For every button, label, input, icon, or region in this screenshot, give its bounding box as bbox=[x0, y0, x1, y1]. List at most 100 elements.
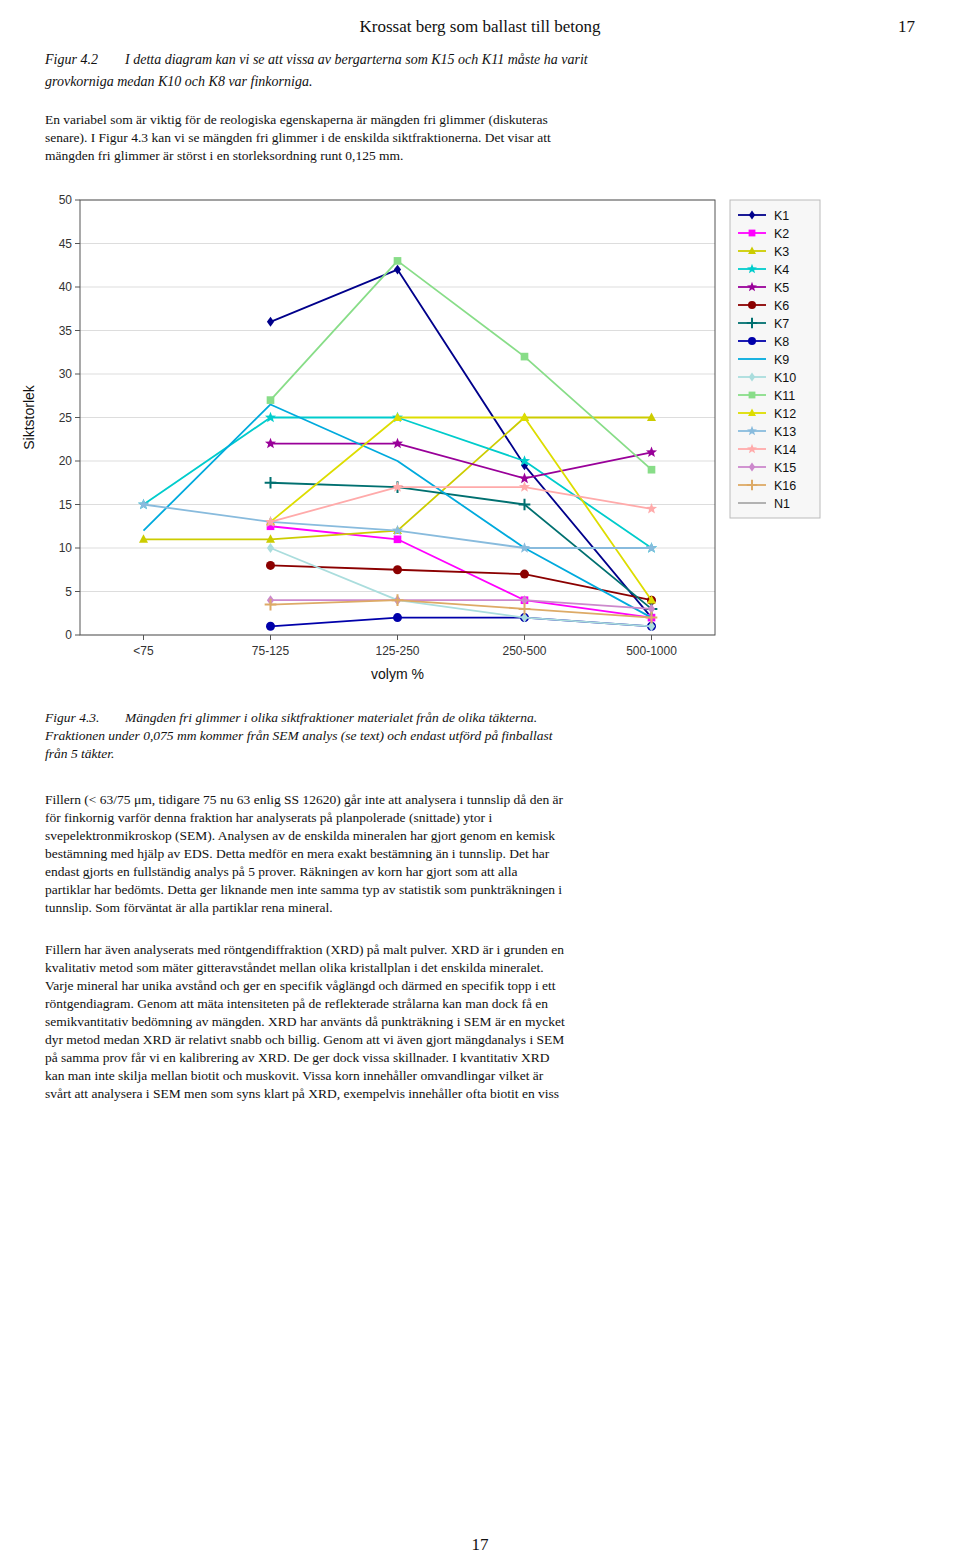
marker bbox=[647, 413, 656, 421]
tick-mark bbox=[651, 635, 652, 640]
legend-label: K16 bbox=[774, 479, 796, 493]
y-tick-label: 25 bbox=[59, 411, 73, 425]
marker bbox=[394, 535, 402, 543]
y-axis-label: Siktstorlek bbox=[21, 384, 37, 450]
series bbox=[267, 257, 656, 473]
paragraph-line: svepelektronmikroskop (SEM). Analysen av… bbox=[45, 828, 555, 843]
paragraph-line: dyr metod medan XRD är relativt snabb oc… bbox=[45, 1032, 564, 1047]
y-tick-label: 40 bbox=[59, 280, 73, 294]
marker bbox=[265, 438, 276, 449]
marker bbox=[266, 561, 275, 570]
paragraph-line: svårt att analysera i SEM men som syns k… bbox=[45, 1086, 559, 1101]
tick-mark bbox=[75, 635, 80, 636]
legend-label: K3 bbox=[774, 245, 789, 259]
marker bbox=[138, 499, 149, 510]
marker bbox=[266, 534, 275, 542]
legend-label: K9 bbox=[774, 353, 789, 367]
y-tick-label: 30 bbox=[59, 367, 73, 381]
marker bbox=[749, 211, 755, 220]
x-axis-label: volym % bbox=[371, 666, 424, 682]
series-line bbox=[271, 548, 652, 626]
paragraph-line: En variabel som är viktig för de reologi… bbox=[45, 112, 548, 127]
marker bbox=[748, 247, 756, 254]
marker bbox=[747, 480, 757, 490]
x-tick-label: 250-500 bbox=[502, 644, 546, 658]
marker bbox=[265, 599, 277, 611]
marker bbox=[749, 373, 755, 382]
series-line bbox=[271, 261, 652, 470]
tick-mark bbox=[75, 591, 80, 592]
tick-mark bbox=[75, 374, 80, 375]
series-line bbox=[271, 418, 652, 601]
marker bbox=[392, 481, 403, 492]
grid-line bbox=[80, 374, 715, 375]
chart: 05101520253035404550<7575-125125-250250-… bbox=[21, 193, 820, 682]
tick-mark bbox=[75, 200, 80, 201]
paragraph-line: Fillern har även analyserats med röntgen… bbox=[45, 942, 564, 957]
marker bbox=[267, 396, 275, 404]
marker bbox=[749, 463, 755, 472]
legend-label: K14 bbox=[774, 443, 796, 457]
tick-mark bbox=[75, 417, 80, 418]
grid-line bbox=[80, 287, 715, 288]
caption-text: grovkorniga medan K10 och K8 var finkorn… bbox=[45, 74, 312, 89]
marker bbox=[646, 542, 657, 553]
marker bbox=[265, 477, 277, 489]
marker bbox=[519, 481, 530, 492]
marker bbox=[393, 613, 402, 622]
y-tick-label: 15 bbox=[59, 498, 73, 512]
marker bbox=[747, 282, 757, 291]
paragraph-line: partiklar har bedömts. Detta ger liknand… bbox=[45, 882, 562, 897]
plot-area bbox=[138, 257, 657, 631]
marker bbox=[266, 622, 275, 631]
x-tick-label: 125-250 bbox=[375, 644, 419, 658]
marker bbox=[521, 353, 529, 361]
marker bbox=[520, 413, 529, 421]
legend-label: K15 bbox=[774, 461, 796, 475]
legend-label: K6 bbox=[774, 299, 789, 313]
series-line bbox=[271, 270, 652, 618]
legend-label: K5 bbox=[774, 281, 789, 295]
caption-label: Figur 4.2 bbox=[44, 52, 98, 67]
legend-label: K8 bbox=[774, 335, 789, 349]
legend-label: N1 bbox=[774, 497, 790, 511]
legend-swatch bbox=[738, 358, 766, 360]
caption-text: Mängden fri glimmer i olika siktfraktion… bbox=[124, 710, 537, 725]
caption-text: från 5 täkter. bbox=[45, 746, 114, 761]
tick-mark bbox=[75, 330, 80, 331]
legend-label: K2 bbox=[774, 227, 789, 241]
marker bbox=[265, 516, 276, 527]
marker bbox=[520, 570, 529, 579]
tick-mark bbox=[75, 548, 80, 549]
grid-line bbox=[80, 591, 715, 592]
page: Krossat berg som ballast till betong17Fi… bbox=[0, 0, 960, 1567]
series bbox=[138, 499, 657, 553]
paragraph-line: för finkornig varför denna fraktion har … bbox=[45, 810, 492, 825]
marker bbox=[394, 265, 401, 275]
marker bbox=[393, 413, 402, 421]
legend-label: K4 bbox=[774, 263, 789, 277]
series-line bbox=[271, 487, 652, 522]
paragraph-line: semikvantitativ bedömning av mängden. XR… bbox=[45, 1014, 565, 1029]
marker bbox=[394, 257, 402, 265]
paragraph-line: bestämning med hjälp av EDS. Detta medfö… bbox=[45, 846, 550, 861]
tick-mark bbox=[75, 243, 80, 244]
marker bbox=[646, 542, 657, 553]
marker bbox=[519, 499, 531, 511]
page-header: Krossat berg som ballast till betong bbox=[360, 17, 601, 36]
marker bbox=[139, 534, 148, 542]
marker bbox=[646, 612, 658, 624]
marker bbox=[749, 392, 756, 399]
marker bbox=[265, 412, 276, 423]
marker bbox=[393, 565, 402, 574]
grid-line bbox=[80, 243, 715, 244]
marker bbox=[747, 444, 757, 453]
series-line bbox=[144, 404, 652, 617]
x-tick-label: <75 bbox=[133, 644, 154, 658]
plot-frame bbox=[80, 200, 715, 635]
series bbox=[266, 413, 656, 604]
marker bbox=[747, 318, 757, 328]
legend-label: K13 bbox=[774, 425, 796, 439]
legend-label: K11 bbox=[774, 389, 795, 403]
tick-mark bbox=[524, 635, 525, 640]
